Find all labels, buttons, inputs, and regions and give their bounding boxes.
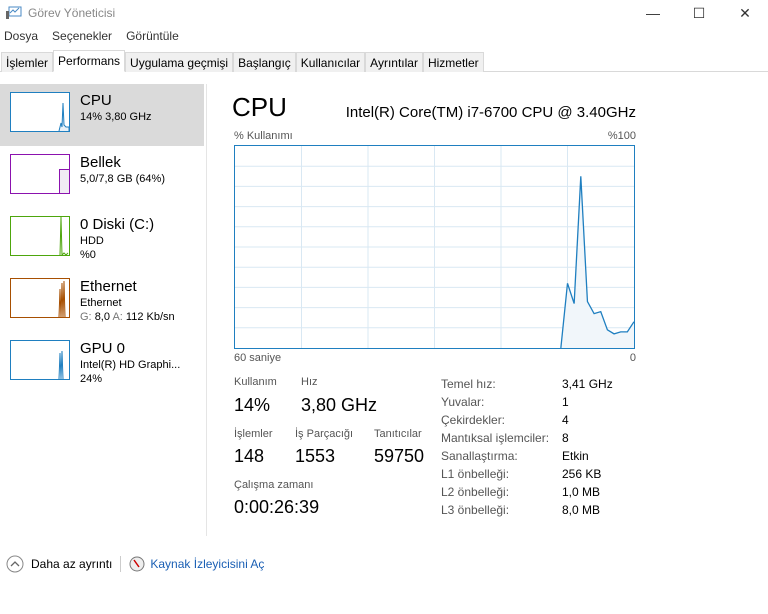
- cpu-usage-chart: [235, 146, 635, 349]
- detail-row: Temel hız: 3,41 GHz: [441, 375, 613, 393]
- sidebar-item-ethernet[interactable]: Ethernet Ethernet G: 8,0 A: 112 Kb/sn: [0, 270, 204, 332]
- cpu-usage-line: [560, 176, 635, 349]
- graph-x-left: 60 saniye: [234, 352, 282, 364]
- open-resource-monitor-link[interactable]: Kaynak İzleyicisini Aç: [150, 557, 265, 571]
- send-value: 8,0: [94, 311, 110, 323]
- detail-key: L1 önbelleği:: [441, 467, 510, 481]
- tab-processes[interactable]: İşlemler: [1, 52, 54, 72]
- maximize-button[interactable]: ☐: [692, 4, 706, 21]
- detail-value: 8,0 MB: [562, 503, 601, 517]
- window-title: Görev Yöneticisi: [28, 6, 116, 20]
- tab-details[interactable]: Ayrıntılar: [365, 52, 423, 72]
- detail-row: L3 önbelleği: 8,0 MB: [441, 501, 613, 519]
- sidebar-gpu-model: Intel(R) HD Graphi...: [80, 359, 181, 371]
- detail-row: Mantıksal işlemciler: 8: [441, 429, 613, 447]
- detail-value: 4: [562, 413, 569, 427]
- close-button[interactable]: ✕: [739, 4, 751, 21]
- speed-label: Hız: [301, 376, 318, 388]
- graph-y-max: %100: [607, 130, 636, 142]
- footer: Daha az ayrıntı Kaynak İzleyicisini Aç: [6, 553, 264, 575]
- detail-row: L1 önbelleği: 256 KB: [441, 465, 613, 483]
- ethernet-thumbnail-graph: [10, 278, 70, 318]
- sidebar-gpu-value: 24%: [80, 373, 103, 385]
- detail-key: Yuvalar:: [441, 395, 485, 409]
- detail-row: L2 önbelleği: 1,0 MB: [441, 483, 613, 501]
- detail-key: Sanallaştırma:: [441, 449, 518, 463]
- sidebar-cpu-name: CPU: [80, 92, 112, 109]
- threads-value: 1553: [295, 446, 336, 466]
- cpu-usage-area: [560, 176, 634, 348]
- tab-app-history[interactable]: Uygulama geçmişi: [125, 52, 234, 72]
- sidebar-disk-value: %0: [80, 249, 96, 261]
- minimize-button[interactable]: —: [646, 5, 660, 21]
- detail-key: Çekirdekler:: [441, 413, 506, 427]
- detail-value: Etkin: [562, 449, 589, 463]
- sidebar-item-memory[interactable]: Bellek 5,0/7,8 GB (64%): [0, 146, 204, 208]
- detail-row: Yuvalar: 1: [441, 393, 613, 411]
- menu-bar: Dosya Seçenekler Görüntüle: [0, 26, 768, 46]
- footer-separator: [120, 556, 122, 572]
- handles-value: 59750: [374, 446, 425, 466]
- uptime-value: 0:00:26:39: [234, 497, 320, 517]
- sidebar-disk-type: HDD: [80, 235, 104, 247]
- receive-label: A:: [112, 311, 123, 323]
- tab-users[interactable]: Kullanıcılar: [295, 52, 366, 72]
- detail-key: L3 önbelleği:: [441, 503, 510, 517]
- sidebar-gpu-name: GPU 0: [80, 340, 126, 357]
- chevron-up-circle-icon[interactable]: [6, 555, 24, 573]
- sidebar-memory-value: 5,0/7,8 GB (64%): [80, 173, 165, 185]
- tab-performance[interactable]: Performans: [53, 50, 126, 72]
- detail-value: 1: [562, 395, 569, 409]
- tab-bar: İşlemler Performans Uygulama geçmişi Baş…: [0, 50, 768, 72]
- detail-key: L2 önbelleği:: [441, 485, 510, 499]
- menu-options[interactable]: Seçenekler: [52, 29, 113, 43]
- gpu-thumbnail-graph: [10, 340, 70, 380]
- tab-startup[interactable]: Başlangıç: [233, 52, 296, 72]
- resource-monitor-icon: [129, 556, 145, 572]
- tab-services[interactable]: Hizmetler: [422, 52, 484, 72]
- uptime-label: Çalışma zamanı: [234, 479, 314, 491]
- cpu-details-list: Temel hız: 3,41 GHz Yuvalar: 1 Çekirdekler: 4…: [441, 375, 613, 519]
- graph-x-right: 0: [629, 352, 636, 364]
- divider: [206, 84, 207, 536]
- sidebar-disk-name: 0 Diski (C:): [80, 216, 155, 233]
- detail-value: 256 KB: [562, 467, 602, 481]
- handles-label: Tanıtıcılar: [374, 428, 422, 440]
- processes-label: İşlemler: [234, 428, 273, 440]
- send-label: G:: [80, 311, 92, 323]
- sidebar-item-disk[interactable]: 0 Diski (C:) HDD %0: [0, 208, 204, 270]
- resource-sidebar: CPU 14% 3,80 GHz Bellek 5,0/7,8 GB (64%) 0…: [0, 84, 204, 394]
- memory-thumbnail-graph: [10, 154, 70, 194]
- cpu-usage-graph: [234, 145, 635, 349]
- detail-row: Çekirdekler: 4: [441, 411, 613, 429]
- usage-label: Kullanım: [234, 376, 277, 388]
- receive-value: 112 Kb/sn: [125, 311, 175, 323]
- title-bar: Görev Yöneticisi: [0, 0, 768, 26]
- usage-value: 14%: [234, 395, 271, 415]
- detail-key: Temel hız:: [441, 377, 496, 391]
- detail-value: 1,0 MB: [562, 485, 601, 499]
- detail-value: 3,41 GHz: [562, 377, 613, 391]
- detail-key: Mantıksal işlemciler:: [441, 431, 550, 445]
- menu-file[interactable]: Dosya: [4, 29, 39, 43]
- graph-y-label: % Kullanımı: [234, 130, 293, 142]
- page-title: CPU: [232, 92, 287, 122]
- sidebar-ethernet-adapter: Ethernet: [80, 297, 122, 309]
- sidebar-cpu-value: 14% 3,80 GHz: [80, 111, 152, 123]
- fewer-details-button[interactable]: Daha az ayrıntı: [31, 557, 113, 571]
- menu-view[interactable]: Görüntüle: [126, 29, 179, 43]
- cpu-model-name: Intel(R) Core(TM) i7-6700 CPU @ 3.40GHz: [345, 104, 636, 121]
- sidebar-item-gpu[interactable]: GPU 0 Intel(R) HD Graphi... 24%: [0, 332, 204, 394]
- processes-value: 148: [234, 446, 265, 466]
- cpu-thumbnail-graph: [10, 92, 70, 132]
- detail-row: Sanallaştırma: Etkin: [441, 447, 613, 465]
- sidebar-memory-name: Bellek: [80, 154, 121, 171]
- sidebar-item-cpu[interactable]: CPU 14% 3,80 GHz: [0, 84, 204, 146]
- sidebar-ethernet-name: Ethernet: [80, 278, 137, 295]
- disk-thumbnail-graph: [10, 216, 70, 256]
- detail-value: 8: [562, 431, 569, 445]
- task-manager-icon: [6, 6, 22, 19]
- threads-label: İş Parçacığı: [295, 428, 354, 440]
- speed-value: 3,80 GHz: [301, 395, 378, 415]
